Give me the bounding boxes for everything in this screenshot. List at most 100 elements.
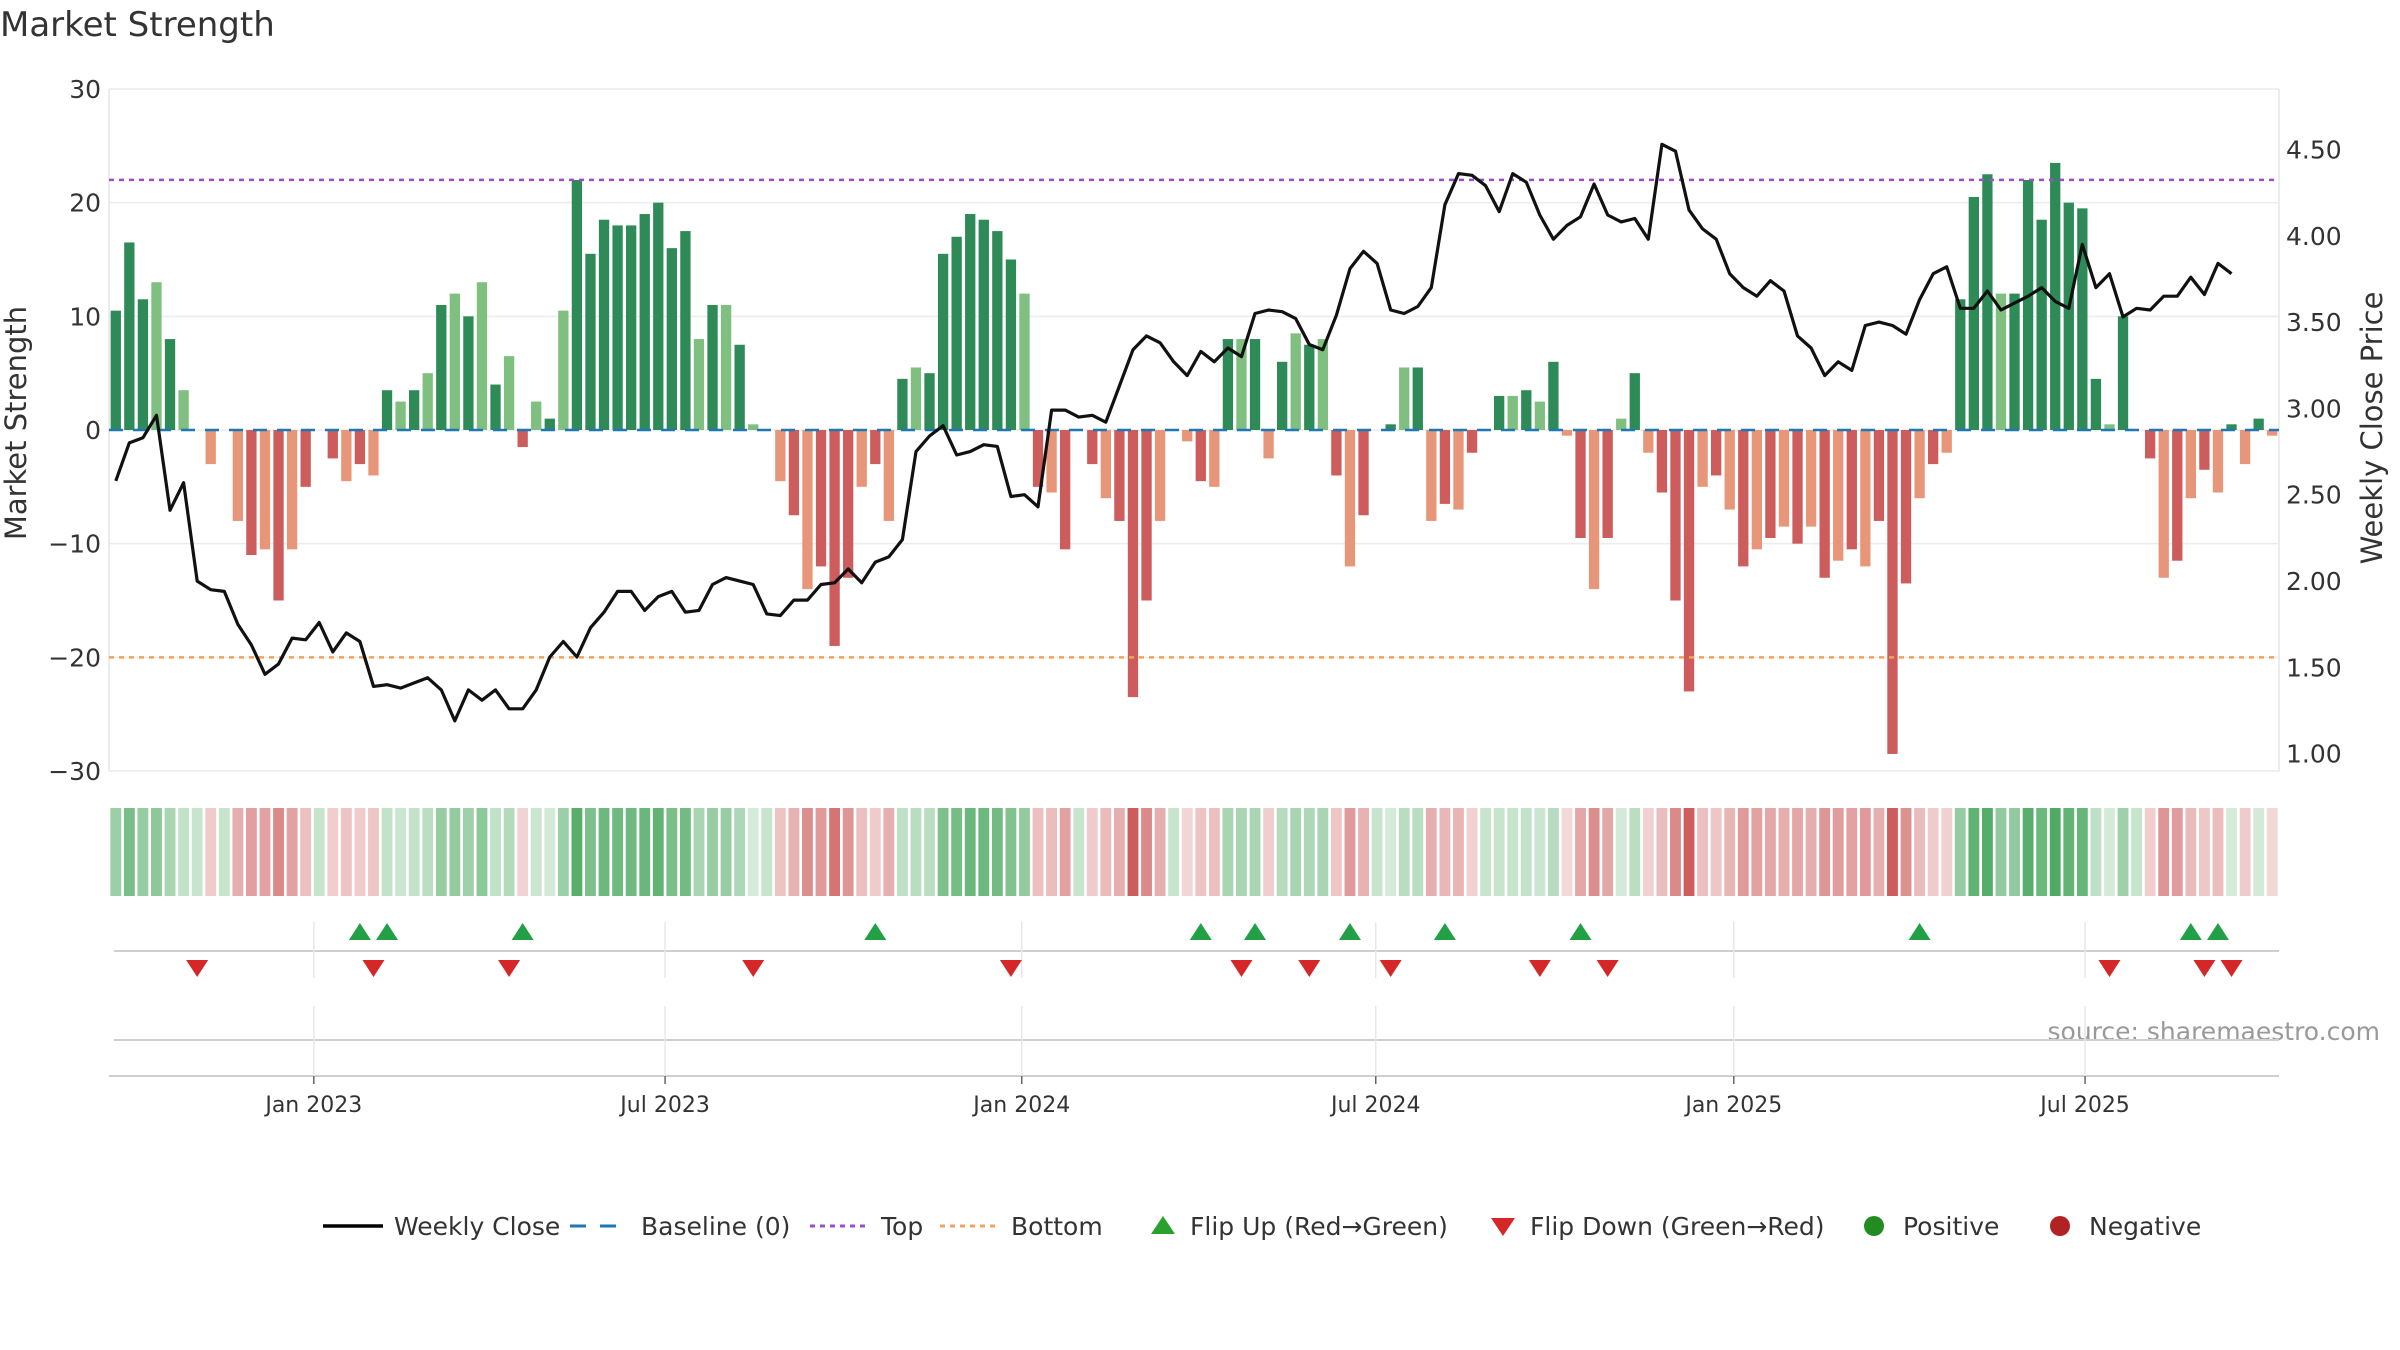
strength-bar (1331, 430, 1342, 476)
heat-cell (2009, 808, 2020, 896)
strength-bar (2036, 219, 2047, 430)
heat-cell (883, 808, 895, 896)
flip-up-marker (348, 923, 371, 940)
heat-cell (517, 808, 529, 896)
flip-down-marker (1596, 960, 1619, 977)
strength-bar (1819, 430, 1830, 578)
heat-cell (747, 808, 759, 896)
strength-bar (395, 401, 406, 430)
strength-bar (1521, 390, 1532, 430)
heat-cell (218, 808, 230, 896)
heat-cell (720, 808, 732, 896)
y2-tick-label: 1.00 (2286, 740, 2342, 769)
legend-label: Top (880, 1212, 923, 1241)
strength-bar (517, 430, 528, 448)
y-tick-label: 10 (69, 302, 101, 331)
legend-label: Negative (2089, 1212, 2201, 1241)
strength-bar (124, 242, 135, 430)
strength-bar (110, 310, 121, 430)
heat-cell (1208, 808, 1220, 896)
strength-bar (2117, 316, 2129, 430)
flip-down-marker (1298, 960, 1321, 977)
strength-bar (585, 253, 596, 430)
heat-cell (1439, 808, 1451, 896)
heat-cell (598, 808, 610, 896)
strength-bar (449, 293, 460, 430)
strength-bar (883, 430, 894, 521)
x-tick-label: Jul 2023 (618, 1093, 710, 1118)
strength-bar (965, 214, 976, 430)
strength-bar (802, 430, 813, 590)
heat-cell (1059, 808, 1071, 896)
heat-cell (1900, 808, 1912, 896)
heat-cell (1412, 808, 1424, 896)
strength-bar (1928, 430, 1939, 465)
heat-cell (585, 808, 596, 896)
strength-bar (2226, 424, 2237, 430)
legend-label: Bottom (1011, 1212, 1103, 1241)
heat-cell (612, 808, 624, 896)
strength-bar (354, 430, 366, 465)
strength-bar (463, 316, 474, 430)
heat-cell (1981, 808, 1993, 896)
strength-bar (951, 236, 962, 430)
strength-bar (720, 304, 732, 430)
strength-bar (897, 378, 908, 430)
strength-bar (178, 390, 189, 430)
strength-bar (1656, 430, 1668, 493)
strength-bar (1955, 299, 1966, 430)
y2-axis-label: Weekly Close Price (2355, 292, 2389, 565)
heat-cell (964, 808, 976, 896)
strength-bar (612, 225, 623, 430)
strength-bar (815, 430, 827, 567)
strength-bar (286, 430, 298, 550)
heat-cell (2253, 808, 2265, 896)
heat-cell (2076, 808, 2088, 896)
strength-bar (1222, 339, 1234, 430)
heat-cell (1778, 808, 1790, 896)
strength-bar (626, 225, 637, 430)
heat-cell (1615, 808, 1627, 896)
flip-up-marker (1244, 923, 1267, 940)
strength-bar (870, 430, 881, 465)
y-tick-label: −10 (48, 530, 101, 559)
heat-cell (761, 808, 773, 896)
heat-cell (1154, 808, 1166, 896)
flip-down-marker (1230, 960, 1253, 977)
heat-cell (245, 808, 257, 896)
y-axis-label: Market Strength (0, 306, 33, 540)
heat-cell (395, 808, 407, 896)
strength-bar (992, 231, 1003, 430)
strength-bar (1304, 344, 1315, 430)
heat-cell (2036, 808, 2048, 896)
legend-swatch (2050, 1216, 2070, 1236)
strength-bar (1005, 259, 1017, 430)
heat-cell (327, 808, 339, 896)
strength-bar (273, 430, 284, 601)
heat-cell (1141, 808, 1152, 896)
flip-down-marker (742, 960, 765, 977)
heat-cell (1127, 808, 1139, 896)
strength-bar (734, 344, 745, 430)
heat-cell (1276, 808, 1288, 896)
strength-bar (2009, 293, 2020, 430)
heat-cell (788, 808, 800, 896)
heat-cell (2117, 808, 2129, 896)
strength-bar (1249, 339, 1261, 430)
heat-cell (1968, 808, 1980, 896)
x-tick-label: Jan 2024 (971, 1093, 1070, 1118)
heat-cell (1670, 808, 1681, 896)
strength-bar (1643, 430, 1654, 453)
heat-cell (2131, 808, 2143, 896)
strength-bar (707, 304, 718, 430)
strength-bar (1616, 418, 1627, 430)
strength-bar (978, 219, 989, 430)
heat-cell (1697, 808, 1709, 896)
strength-bar (2145, 430, 2156, 459)
strength-bar (2104, 424, 2115, 430)
heat-cell (869, 808, 881, 896)
y2-tick-label: 3.00 (2286, 394, 2342, 423)
heat-cell (1032, 808, 1044, 896)
heat-cell (2212, 808, 2224, 896)
heat-cell (679, 808, 691, 896)
